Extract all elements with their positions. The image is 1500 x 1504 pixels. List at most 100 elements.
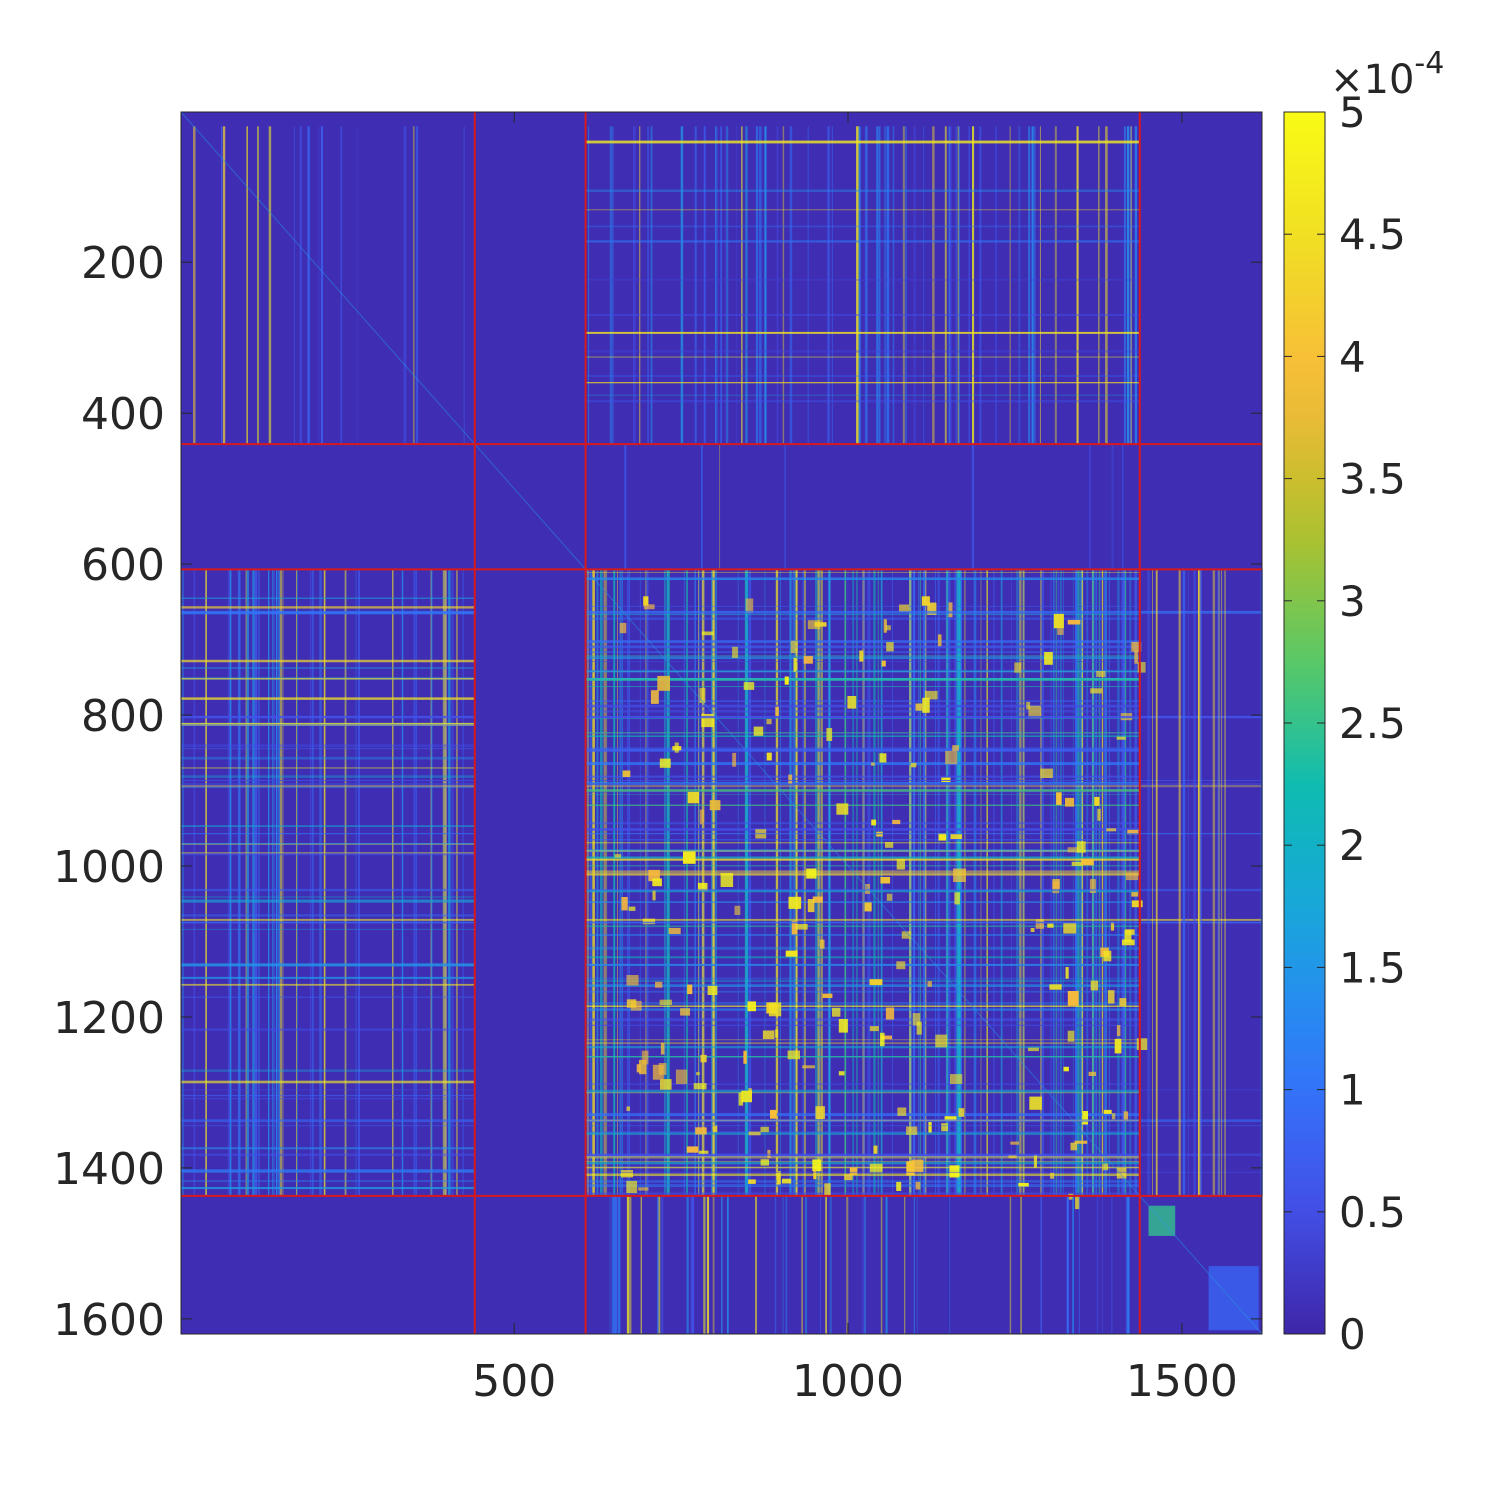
colorbar-tick-label: 4.5 — [1339, 210, 1406, 259]
heatmap-cluster — [709, 800, 721, 811]
heatmap-cluster — [937, 634, 942, 647]
heatmap-streak — [181, 853, 475, 856]
heatmap-cluster — [950, 1074, 963, 1084]
heatmap-streak — [706, 1195, 710, 1334]
heatmap-cluster — [953, 868, 966, 882]
heatmap-cluster — [760, 1159, 769, 1166]
heatmap-streak — [1081, 569, 1084, 1196]
heatmap-cluster — [683, 851, 696, 864]
heatmap-streak — [181, 569, 184, 1196]
heatmap-streak — [462, 569, 464, 1196]
heatmap-streak — [720, 126, 722, 445]
heatmap-streak — [181, 976, 475, 979]
heatmap-streak — [181, 1095, 475, 1097]
heatmap-streak — [1125, 1195, 1128, 1334]
heatmap-cluster — [643, 604, 655, 610]
heatmap-streak — [764, 569, 766, 1196]
heatmap-streak — [252, 569, 255, 1196]
heatmap-streak — [964, 569, 966, 1196]
heatmap-cluster — [1096, 671, 1106, 677]
heatmap-cluster — [912, 1013, 921, 1026]
heatmap-streak — [585, 934, 1140, 936]
heatmap-cluster — [881, 660, 886, 667]
heatmap-cluster — [885, 1007, 895, 1020]
heatmap-streak — [711, 569, 713, 1196]
heatmap-streak — [721, 1195, 723, 1334]
heatmap-streak — [585, 577, 1140, 581]
heatmap-cluster — [620, 1170, 633, 1178]
heatmap-cluster — [668, 927, 681, 934]
heatmap-streak — [585, 747, 1140, 750]
heatmap-streak — [585, 1056, 1140, 1058]
heatmap-streak — [1009, 1195, 1012, 1334]
heatmap-streak — [619, 569, 622, 1196]
heatmap-streak — [585, 279, 1140, 281]
heatmap-cluster — [1008, 1155, 1017, 1159]
heatmap-streak — [650, 126, 653, 445]
heatmap-streak — [585, 1186, 1140, 1187]
heatmap-streak — [1197, 569, 1201, 1196]
heatmap-cluster — [693, 1083, 707, 1090]
heatmap-cluster — [824, 1183, 831, 1196]
heatmap-streak — [413, 569, 416, 1196]
heatmap-streak — [968, 126, 970, 445]
heatmap-streak — [905, 126, 907, 445]
heatmap-streak — [445, 569, 447, 1196]
heatmap-streak — [205, 569, 207, 1196]
heatmap-cluster — [770, 1109, 777, 1119]
heatmap-streak — [181, 1169, 475, 1172]
heatmap-streak — [451, 569, 454, 1196]
heatmap-streak — [181, 744, 475, 748]
block-boundary-lines — [181, 112, 1262, 1334]
heatmap-streak — [1218, 569, 1220, 1196]
heatmap-streak — [640, 1195, 642, 1334]
heatmap-cluster — [883, 619, 887, 633]
heatmap-streak — [181, 1187, 475, 1190]
heatmap-streak — [920, 569, 921, 1196]
heatmap-streak — [817, 569, 820, 1196]
colorbar-tick-label: 0 — [1339, 1310, 1366, 1359]
heatmap-streak — [958, 126, 960, 445]
heatmap-cluster — [935, 1034, 948, 1048]
heatmap-streak — [892, 569, 893, 1196]
heatmap-streak — [683, 569, 685, 1196]
heatmap-cluster — [1114, 1038, 1122, 1054]
heatmap-streak — [932, 126, 935, 445]
heatmap-streak — [715, 126, 718, 445]
heatmap-streak — [698, 569, 700, 1196]
colorbar-tick-label: 1.5 — [1339, 943, 1406, 992]
heatmap-streak — [585, 925, 1140, 928]
heatmap-streak — [319, 569, 322, 1196]
heatmap-streak — [320, 126, 324, 445]
heatmap-streak — [193, 126, 196, 445]
y-tick-label: 1000 — [53, 842, 165, 893]
heatmap-streak — [913, 126, 916, 445]
heatmap-streak — [585, 849, 1140, 852]
heatmap-cluster — [1125, 929, 1135, 935]
heatmap-cluster — [1090, 980, 1099, 991]
heatmap-streak — [245, 569, 247, 1196]
x-tick-label: 500 — [472, 1356, 556, 1407]
heatmap-streak — [585, 1154, 1140, 1157]
heatmap-streak — [904, 1195, 906, 1334]
heatmap-streak — [181, 914, 475, 917]
heatmap-streak — [877, 569, 879, 1196]
heatmap-streak — [745, 126, 748, 445]
heatmap-streak — [463, 126, 465, 445]
heatmap-streak — [1080, 569, 1082, 1196]
heatmap-cluster — [880, 1035, 892, 1040]
heatmap-cluster — [1035, 919, 1044, 929]
heatmap-cluster — [1123, 1111, 1129, 1122]
heatmap-streak — [297, 569, 299, 1196]
heatmap-streak — [801, 1195, 804, 1334]
heatmap-streak — [856, 569, 858, 1196]
heatmap-streak — [686, 569, 688, 1196]
heatmap-streak — [923, 569, 925, 1196]
heatmap-cluster — [784, 676, 789, 685]
heatmap-streak — [949, 1195, 951, 1334]
heatmap-streak — [686, 1195, 689, 1334]
heatmap-streak — [239, 569, 241, 1196]
heatmap-cluster — [896, 961, 906, 970]
heatmap-streak — [1022, 569, 1025, 1196]
heatmap-cluster — [1208, 1266, 1259, 1331]
